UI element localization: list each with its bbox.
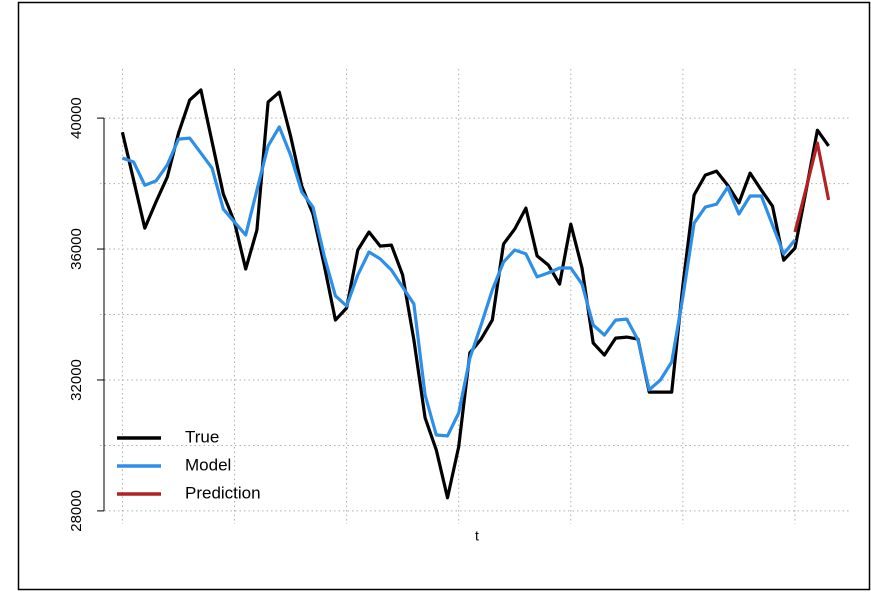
frame xyxy=(17,1,871,591)
x-axis-label: t xyxy=(475,528,479,544)
y-tick-label: 32000 xyxy=(68,359,85,401)
legend-label: True xyxy=(185,427,219,446)
y-tick-label: 40000 xyxy=(68,97,85,139)
y-tick-label: 36000 xyxy=(68,228,85,270)
series-line xyxy=(793,141,831,233)
y-tick-label: 28000 xyxy=(68,490,85,532)
legend-label: Prediction xyxy=(185,483,261,502)
series-line xyxy=(120,88,830,500)
series-line xyxy=(121,125,797,438)
legend-label: Model xyxy=(185,455,231,474)
